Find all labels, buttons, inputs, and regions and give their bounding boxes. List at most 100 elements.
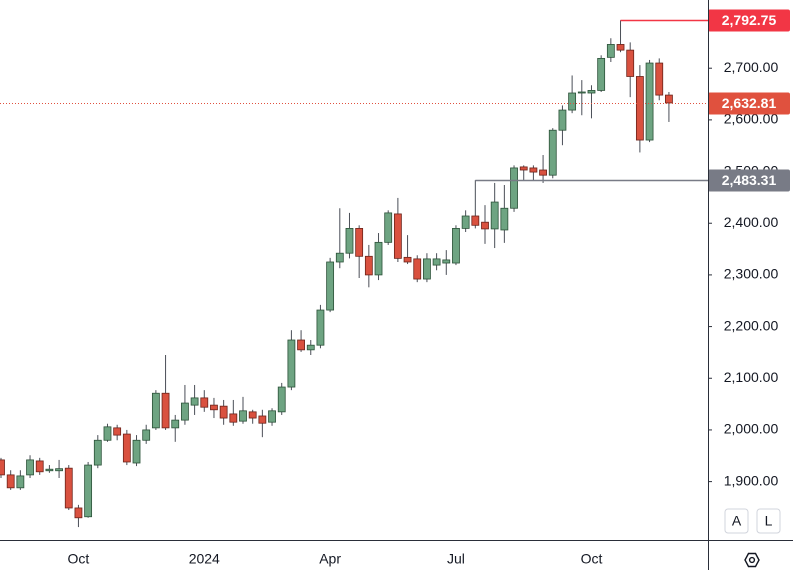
candle-body <box>142 429 151 441</box>
y-tick-label: 1,900.00 <box>724 472 779 488</box>
candle-body <box>626 49 635 77</box>
candle-body <box>413 258 422 280</box>
candle <box>384 210 393 245</box>
candle <box>35 457 44 475</box>
button-frame[interactable] <box>724 508 749 534</box>
candle-body <box>587 90 596 94</box>
candle <box>558 105 567 146</box>
candle <box>568 75 577 114</box>
candle-body <box>461 215 470 229</box>
button-log[interactable]: L <box>756 508 781 534</box>
candle <box>655 58 664 101</box>
candle <box>606 38 615 63</box>
candle-body <box>151 392 160 429</box>
candle-body <box>55 468 63 472</box>
price-label-box <box>708 9 790 32</box>
candle <box>577 80 586 116</box>
candle-body <box>655 62 664 96</box>
settings-button[interactable] <box>744 552 760 568</box>
candle-body <box>519 166 528 171</box>
candle <box>190 384 199 415</box>
price-label-box <box>708 169 790 192</box>
candle-body <box>403 256 412 263</box>
candle <box>268 408 276 426</box>
candle <box>539 155 547 183</box>
candle-body <box>393 213 402 259</box>
candle <box>519 165 528 181</box>
candle-body <box>355 228 364 257</box>
candle-body <box>229 413 238 423</box>
candle-body <box>316 309 325 346</box>
candle-body <box>45 468 54 472</box>
candle-body <box>500 207 509 231</box>
candle <box>548 128 557 179</box>
candle <box>287 330 296 391</box>
x-tick-label: Oct <box>581 551 603 567</box>
candle <box>481 205 489 244</box>
candle-body <box>345 228 354 254</box>
candle <box>529 165 538 181</box>
y-tick-label: 2,200.00 <box>724 317 779 333</box>
candle <box>364 244 373 288</box>
candle-body <box>35 460 44 473</box>
candle-body <box>432 258 441 266</box>
candle-body <box>558 109 567 131</box>
y-tick-label: 2,100.00 <box>724 369 779 385</box>
candle <box>84 461 93 518</box>
x-tick-label: Apr <box>319 551 341 567</box>
candle-body <box>490 201 499 230</box>
candle <box>645 59 654 143</box>
button-frame[interactable] <box>756 508 781 534</box>
candle <box>316 304 325 349</box>
candle <box>16 470 25 490</box>
candle-body <box>577 91 586 94</box>
candle <box>423 253 431 283</box>
candle <box>171 414 180 442</box>
candle-body <box>171 419 180 429</box>
settings-icon[interactable] <box>744 552 760 568</box>
candle-body <box>606 44 615 58</box>
x-tick-label: Oct <box>68 551 90 567</box>
candle-body <box>84 464 93 518</box>
price-lines: 2,792.75 2,632.81 2,483.31 <box>0 9 790 192</box>
candle-body <box>26 459 34 476</box>
candle-body <box>306 344 315 351</box>
candle <box>355 225 364 279</box>
settings-icon-center[interactable] <box>748 556 756 564</box>
button-label[interactable]: L <box>765 513 773 529</box>
button-auto[interactable]: A <box>724 508 749 534</box>
candle <box>0 457 5 478</box>
price-label: 2,632.81 <box>722 95 777 111</box>
candle-body <box>248 411 257 419</box>
candle <box>103 423 112 442</box>
button-label[interactable]: A <box>732 513 742 529</box>
candle-body <box>548 129 557 176</box>
candle <box>335 208 344 269</box>
candle-body <box>335 252 344 263</box>
candle-body <box>239 410 247 422</box>
candle-body <box>74 507 83 519</box>
candle-body <box>132 439 141 464</box>
candle-body <box>452 228 460 264</box>
candle <box>500 184 509 243</box>
candle <box>93 435 102 469</box>
price-label: 2,483.31 <box>722 172 777 188</box>
candle <box>181 384 189 425</box>
candle <box>587 85 596 119</box>
candle-body <box>181 402 189 421</box>
candle <box>210 397 218 419</box>
candle <box>45 465 54 473</box>
candle-body <box>64 467 73 509</box>
candle-body <box>277 386 286 413</box>
candle-body <box>568 92 577 111</box>
candle <box>442 250 451 275</box>
candle <box>471 180 480 229</box>
candle-body <box>0 459 5 476</box>
candle <box>151 390 160 430</box>
candle-body <box>645 62 654 141</box>
candle-body <box>268 410 276 423</box>
candle <box>229 399 238 426</box>
candle <box>635 65 644 153</box>
candle <box>161 355 170 430</box>
